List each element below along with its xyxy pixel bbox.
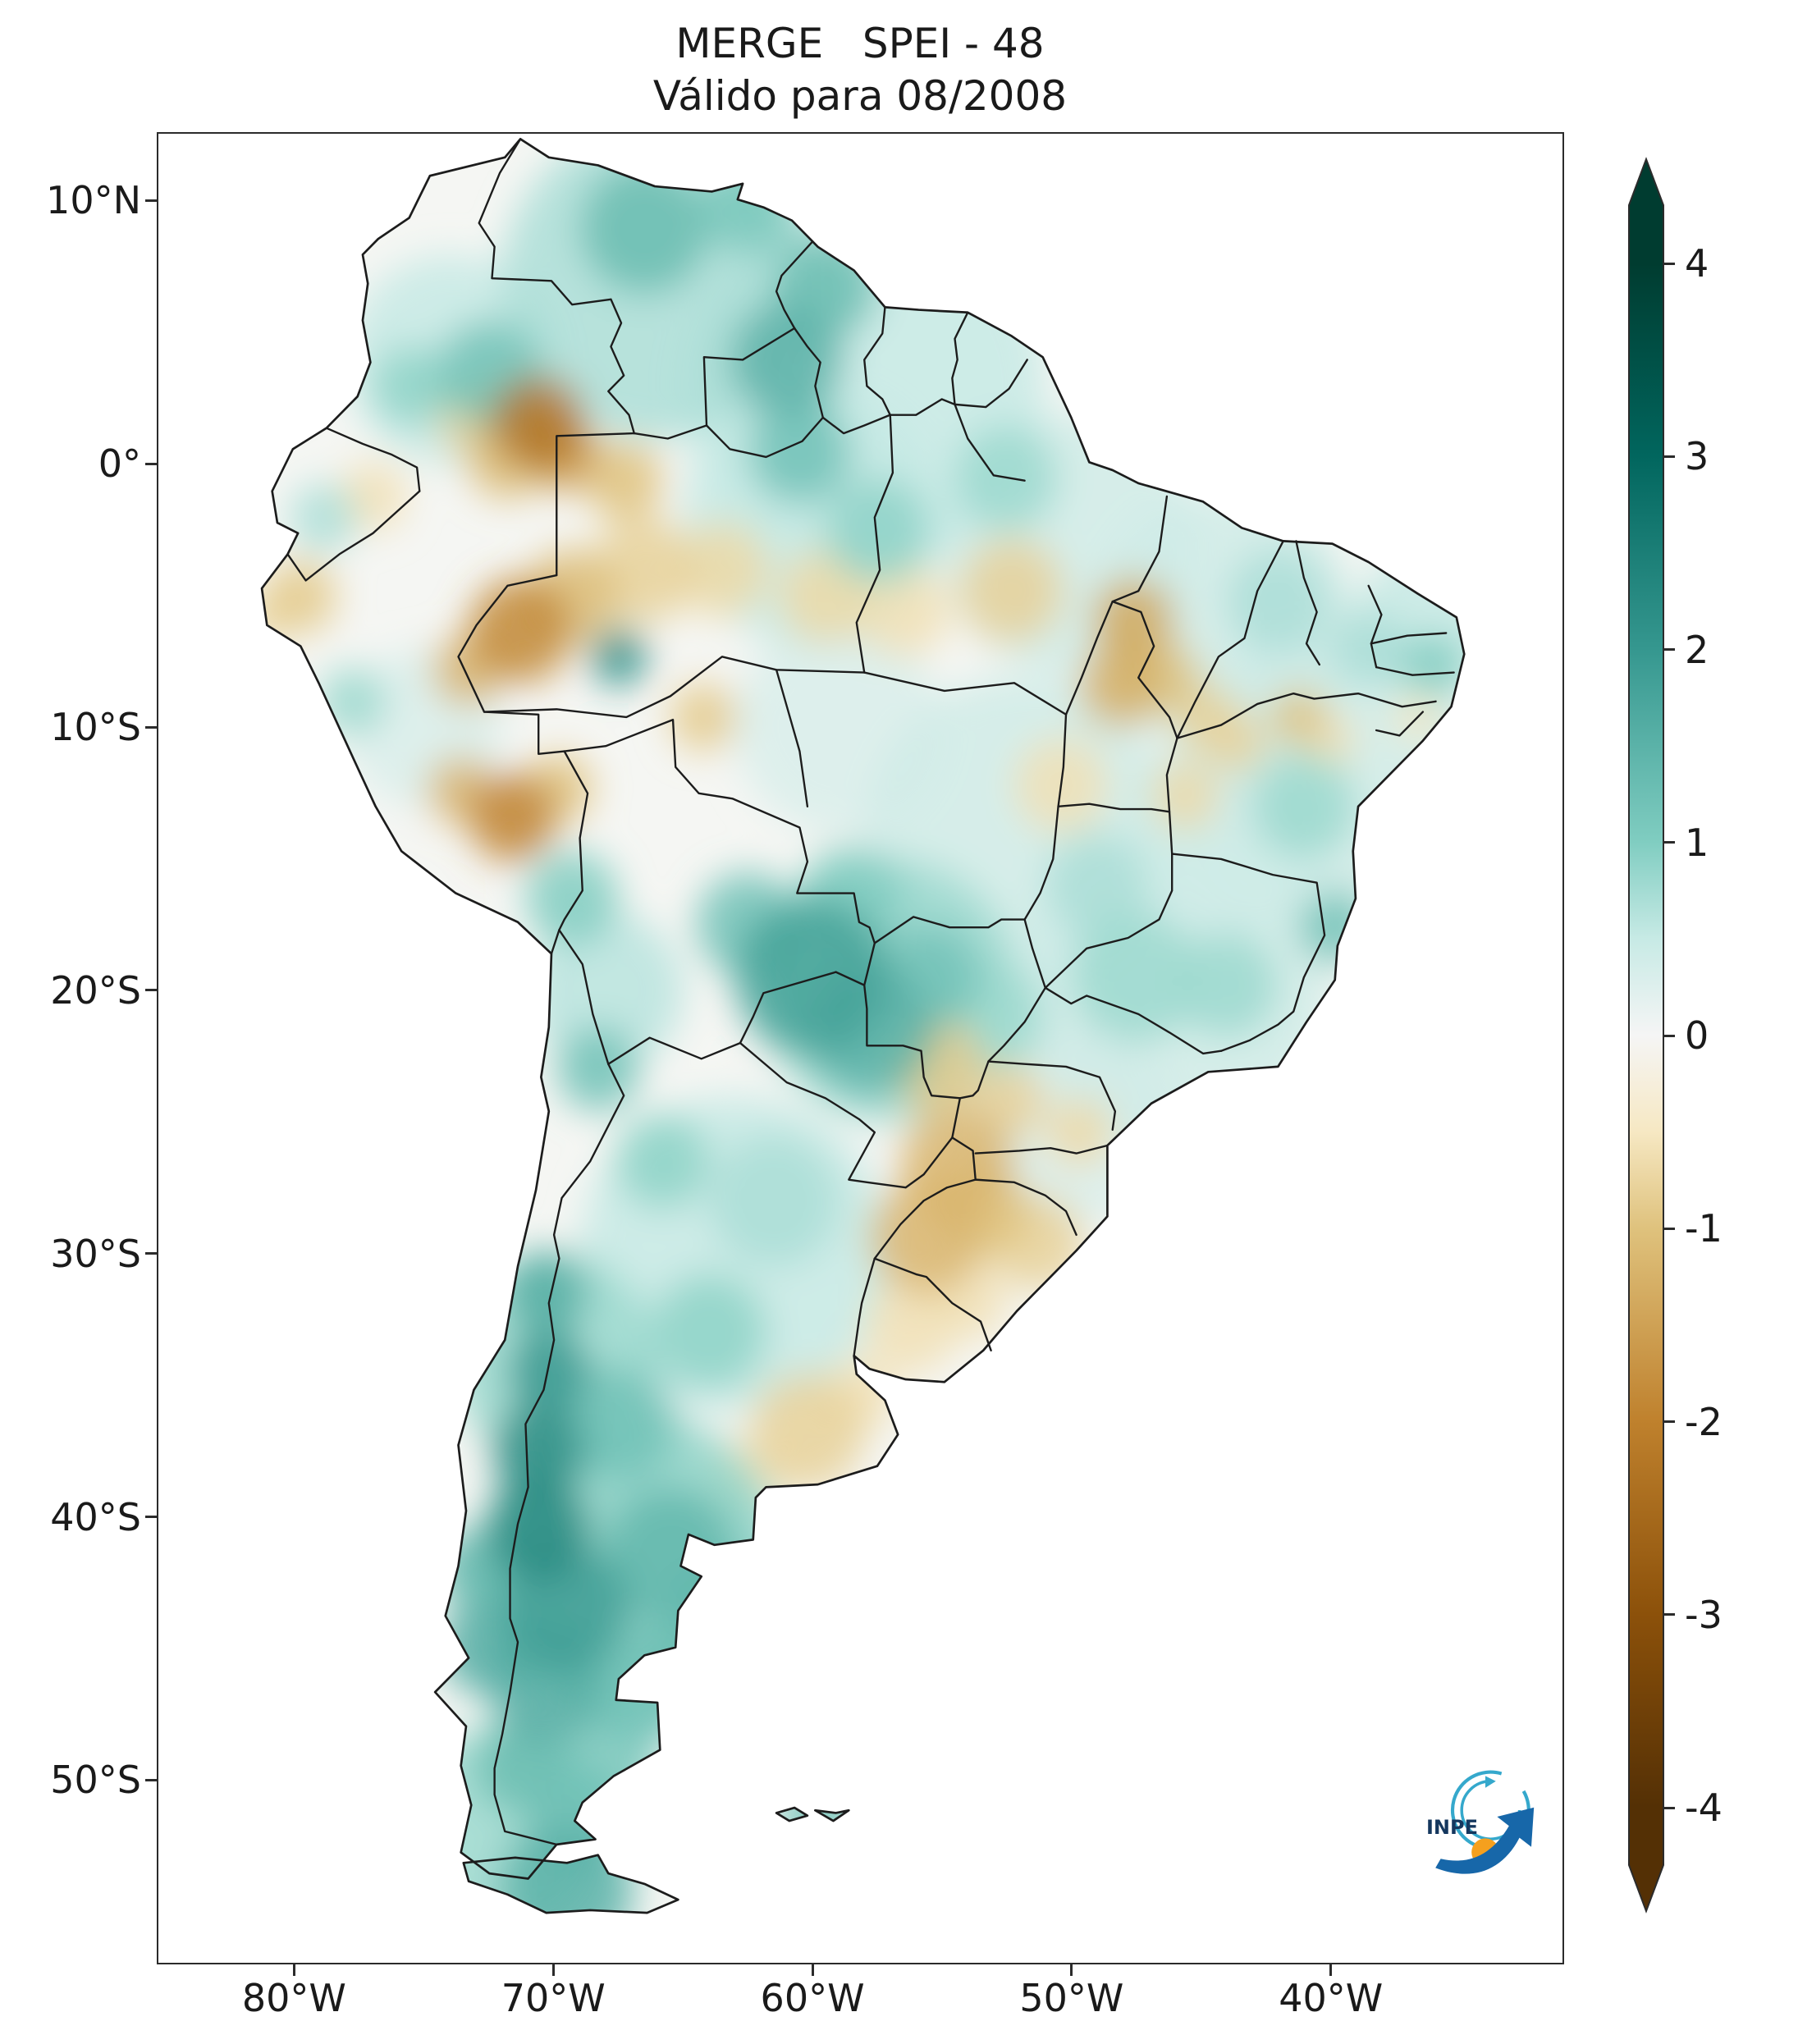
lon-tick-label: 50°W bbox=[1019, 1976, 1124, 2020]
colorbar-tick-mark bbox=[1663, 1227, 1675, 1230]
lat-tick-mark bbox=[145, 1778, 157, 1781]
lat-tick-mark bbox=[145, 199, 157, 202]
colorbar-tick-label: -1 bbox=[1685, 1206, 1723, 1251]
colorbar-tick-mark bbox=[1663, 1034, 1675, 1037]
lon-tick-mark bbox=[1070, 1964, 1073, 1976]
lon-tick-label: 80°W bbox=[241, 1976, 346, 2020]
lon-tick-mark bbox=[292, 1964, 295, 1976]
logo-orbit-arrowhead-icon bbox=[1485, 1776, 1496, 1788]
lon-tick-mark bbox=[1329, 1964, 1333, 1976]
lon-tick-label: 70°W bbox=[501, 1976, 606, 2020]
logo-text: INPE bbox=[1426, 1816, 1478, 1839]
coastline bbox=[775, 1806, 809, 1822]
colorbar-tick-label: 4 bbox=[1685, 241, 1709, 286]
colorbar-tick-label: 1 bbox=[1685, 820, 1709, 865]
colorbar-tick-mark bbox=[1663, 1806, 1675, 1809]
south-america-map bbox=[260, 138, 1466, 1914]
lat-tick-mark bbox=[145, 1252, 157, 1255]
lat-tick-mark bbox=[145, 989, 157, 992]
lat-tick-label: 50°S bbox=[50, 1758, 141, 1803]
colorbar-tick-label: -2 bbox=[1685, 1399, 1723, 1444]
colorbar-tick-mark bbox=[1663, 648, 1675, 651]
lat-tick-mark bbox=[145, 462, 157, 465]
colorbar bbox=[1628, 157, 1664, 1914]
colorbar-tick-mark bbox=[1663, 262, 1675, 265]
map-plot-area bbox=[157, 132, 1564, 1964]
colorbar-tick-mark bbox=[1663, 841, 1675, 844]
lat-tick-mark bbox=[145, 1516, 157, 1519]
logo-arrow-icon bbox=[1435, 1807, 1535, 1874]
colorbar-tick-mark bbox=[1663, 455, 1675, 458]
lat-tick-label: 30°S bbox=[50, 1231, 141, 1276]
colorbar-tick-label: -4 bbox=[1685, 1786, 1723, 1830]
coastline bbox=[260, 138, 1466, 1880]
lat-tick-mark bbox=[145, 725, 157, 729]
colorbar-tick-mark bbox=[1663, 1420, 1675, 1423]
colorbar-tick-label: 3 bbox=[1685, 434, 1709, 479]
coastline bbox=[814, 1809, 850, 1822]
inpe-logo: INPE bbox=[1426, 1770, 1535, 1874]
lat-tick-label: 10°N bbox=[46, 178, 141, 223]
colorbar-tick-label: -3 bbox=[1685, 1592, 1723, 1637]
lat-tick-label: 40°S bbox=[50, 1494, 141, 1539]
colorbar-tick-label: 2 bbox=[1685, 627, 1709, 672]
lon-tick-label: 40°W bbox=[1279, 1976, 1384, 2020]
lon-tick-mark bbox=[811, 1964, 814, 1976]
country-state-borders bbox=[286, 138, 1455, 1846]
lat-tick-label: 20°S bbox=[50, 967, 141, 1013]
lon-tick-label: 60°W bbox=[760, 1976, 865, 2020]
colorbar-tick-label: 0 bbox=[1685, 1013, 1709, 1058]
lat-tick-label: 10°S bbox=[50, 705, 141, 750]
colorbar-bar bbox=[1628, 157, 1664, 1914]
colorbar-tick-mark bbox=[1663, 1613, 1675, 1616]
lon-tick-mark bbox=[551, 1964, 555, 1976]
chart-title: MERGE SPEI - 48 bbox=[675, 20, 1045, 67]
lat-tick-label: 0° bbox=[98, 441, 141, 487]
chart-subtitle: Válido para 08/2008 bbox=[652, 72, 1068, 120]
coastline bbox=[462, 1854, 679, 1914]
